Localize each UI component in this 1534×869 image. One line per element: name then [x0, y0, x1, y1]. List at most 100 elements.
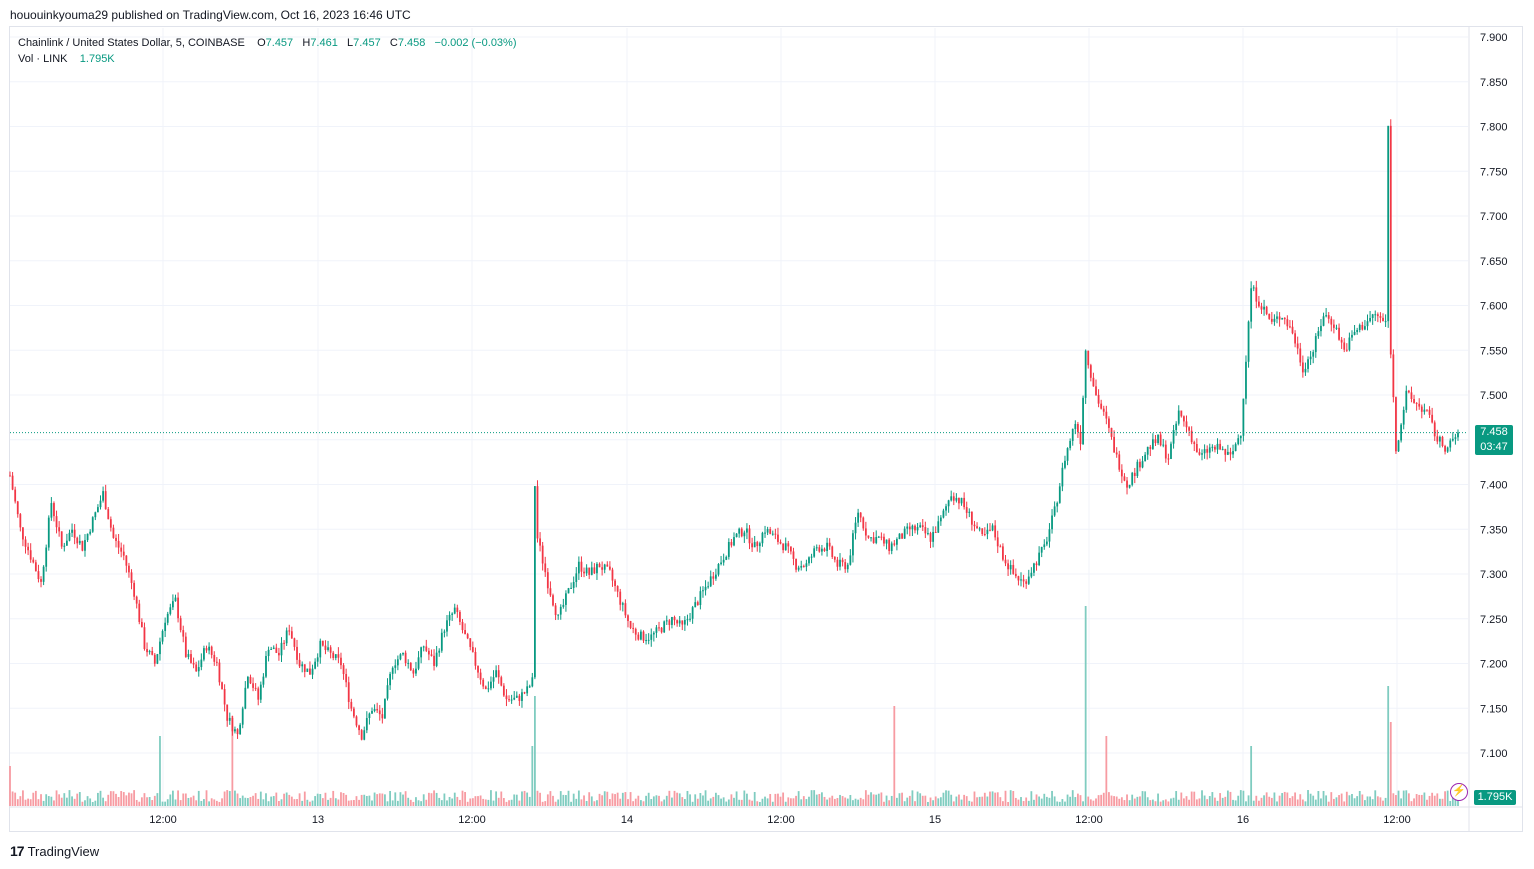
volume-bar — [991, 791, 994, 806]
volume-bar — [471, 798, 474, 806]
x-tick-label: 12:00 — [149, 814, 177, 826]
candle-body — [725, 556, 728, 560]
volume-bar — [686, 790, 689, 806]
candle-body — [1444, 446, 1446, 452]
candle-body — [267, 649, 270, 657]
volume-bar — [140, 797, 143, 806]
candle-body — [409, 662, 412, 671]
volume-bar — [795, 795, 797, 806]
candle-body — [1376, 314, 1379, 317]
volume-bar — [978, 796, 981, 806]
candle-body — [1270, 318, 1273, 322]
candle-body — [97, 507, 99, 513]
volume-bar — [870, 792, 872, 806]
candle-body — [1079, 432, 1082, 445]
candle-body — [1345, 349, 1348, 351]
volume-bar — [327, 799, 329, 806]
volume-bar — [740, 799, 743, 806]
candle-body — [337, 654, 340, 658]
volume-bar — [833, 798, 836, 806]
candle-body — [846, 564, 849, 570]
volume-bar — [616, 792, 619, 806]
volume-bar — [1332, 798, 1335, 806]
volume-bar — [1286, 792, 1289, 806]
candle-body — [1206, 449, 1209, 453]
volume-bar — [1322, 790, 1325, 806]
volume-bar — [596, 800, 598, 806]
volume-bar — [427, 792, 430, 806]
candle-body — [262, 676, 265, 685]
volume-bar — [1051, 790, 1053, 806]
candle-body — [1144, 454, 1147, 462]
candle-body — [1400, 424, 1403, 441]
volume-bar — [195, 800, 198, 806]
candle-body — [1314, 336, 1317, 353]
candle-body — [1177, 410, 1180, 424]
candle-body — [133, 582, 136, 597]
volume-bar — [109, 791, 112, 806]
volume-bar — [1436, 793, 1439, 806]
volume-bar — [963, 794, 966, 806]
lightning-icon[interactable]: ⚡ — [1450, 783, 1468, 801]
volume-bar — [1084, 606, 1087, 806]
candle-body — [1020, 579, 1022, 581]
volume-bar — [720, 798, 722, 806]
candle-body — [958, 497, 960, 504]
candle-body — [14, 489, 17, 502]
volume-bar — [84, 800, 86, 806]
volume-bar — [1146, 797, 1149, 806]
candle-body — [102, 491, 104, 501]
volume-bar — [19, 796, 22, 806]
candle-body — [844, 562, 847, 570]
candle-body — [815, 547, 818, 549]
grid-layer — [10, 28, 1468, 806]
candle-body — [660, 627, 663, 633]
candle-body — [50, 503, 53, 518]
volume-bar — [353, 800, 355, 806]
candle-body — [890, 543, 893, 551]
volume-bar — [1296, 799, 1299, 806]
candle-body — [22, 527, 24, 540]
candle-body — [603, 564, 606, 570]
volume-bar — [1265, 792, 1268, 806]
candle-body — [1105, 411, 1108, 419]
volume-bar — [994, 792, 997, 806]
volume-bar — [1077, 793, 1079, 806]
volume-bar — [947, 790, 950, 806]
candle-body — [782, 543, 785, 551]
volume-bar — [588, 792, 591, 806]
candle-body — [627, 615, 629, 621]
volume-bar — [1301, 799, 1304, 806]
volume-bar — [1208, 796, 1211, 806]
candle-body — [730, 541, 733, 546]
candle-body — [805, 563, 808, 567]
volume-bar — [748, 799, 751, 806]
volume-bar — [1250, 746, 1253, 806]
volume-bar — [226, 790, 229, 806]
legend-change: −0.002 (−0.03%) — [434, 37, 517, 49]
candle-body — [205, 648, 208, 651]
candle-body — [1332, 324, 1335, 328]
candle-body — [787, 543, 790, 547]
candle-body — [1301, 362, 1304, 373]
volume-bar — [854, 798, 857, 806]
candle-body — [554, 605, 557, 616]
volume-bar — [707, 800, 710, 806]
candle-body — [394, 665, 397, 668]
candle-body — [1335, 327, 1338, 329]
candle-body — [265, 656, 267, 677]
volume-bar — [1229, 791, 1232, 806]
candle-body — [1216, 443, 1219, 450]
candle-body — [288, 630, 291, 632]
tradingview-logo[interactable]: 17 TradingView — [10, 843, 99, 859]
chart-frame[interactable] — [9, 26, 1523, 832]
volume-bar — [1441, 798, 1444, 806]
candle-body — [893, 543, 896, 545]
candle-body — [686, 619, 689, 621]
x-tick-label: 15 — [929, 814, 941, 826]
candle-body — [883, 536, 885, 544]
volume-bar — [45, 794, 48, 806]
legend-low: 7.457 — [353, 37, 381, 49]
volume-bar — [1431, 792, 1434, 806]
